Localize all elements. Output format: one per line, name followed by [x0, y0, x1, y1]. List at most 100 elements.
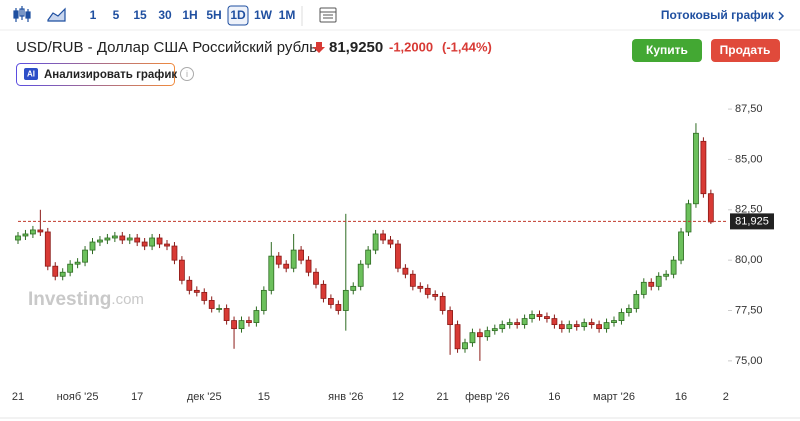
candle-body — [707, 193, 714, 223]
interval[interactable]: 1W — [254, 8, 273, 22]
y-tick-label: 75,00 — [735, 355, 763, 367]
candle-body — [402, 267, 409, 275]
candle-body — [178, 259, 185, 281]
interval[interactable]: 1H — [182, 8, 197, 22]
candle-body — [89, 241, 96, 251]
candle-body — [201, 291, 208, 301]
candle-body — [439, 296, 446, 311]
x-tick-label: нояб '25 — [57, 391, 99, 403]
candle-body — [216, 308, 223, 310]
last-price-box — [730, 213, 774, 230]
ai-badge — [24, 68, 38, 80]
y-tick-label: 77,50 — [735, 304, 763, 316]
candle-icon[interactable] — [13, 6, 31, 22]
candle-body — [640, 281, 647, 295]
down-arrow — [313, 42, 325, 53]
candle-body — [59, 271, 66, 277]
candle-body — [417, 285, 424, 289]
candle-body — [283, 263, 290, 269]
x-tick-label: 17 — [131, 391, 143, 403]
candle-body — [141, 241, 148, 247]
x-tick-label: 12 — [392, 391, 404, 403]
candle-body — [320, 283, 327, 299]
candle-body — [238, 320, 245, 330]
price: 81,9250 — [329, 39, 383, 56]
candle-body — [119, 235, 126, 241]
candle-body — [305, 259, 312, 273]
x-tick-label: 21 — [12, 391, 24, 403]
buy-button[interactable] — [632, 39, 702, 62]
info-icon[interactable] — [180, 67, 194, 81]
sell-button[interactable] — [711, 39, 780, 62]
change: -1,2000 — [389, 39, 433, 54]
candle-body — [693, 132, 699, 205]
candle-body — [424, 287, 431, 295]
area-icon[interactable] — [47, 7, 66, 22]
buy-label: Купить — [646, 43, 688, 57]
candle-body — [313, 271, 319, 285]
candle-body — [82, 249, 88, 263]
candle-body — [342, 289, 349, 311]
candle-body — [521, 318, 528, 326]
candle-body — [44, 231, 51, 267]
info-i: i — [186, 69, 188, 79]
candle-body — [223, 308, 230, 321]
candle-body — [655, 275, 662, 287]
interval[interactable]: 15 — [133, 8, 147, 22]
y-tick-label: 80,00 — [735, 254, 763, 266]
candle-body — [134, 237, 141, 243]
candle-body — [514, 322, 521, 326]
interval[interactable]: 5 — [113, 8, 120, 22]
candle-body — [462, 342, 468, 350]
candle-body — [395, 243, 401, 269]
candle-body — [111, 235, 118, 239]
interval[interactable]: 30 — [158, 8, 172, 22]
chevron — [778, 11, 785, 21]
candle-body — [156, 237, 163, 245]
interval[interactable]: 1 — [90, 8, 97, 22]
candle-body — [29, 229, 36, 235]
candle-body — [618, 312, 625, 321]
analyze-label: Анализировать график — [44, 69, 177, 81]
candle-body — [231, 320, 237, 330]
x-tick-label: март '26 — [593, 391, 635, 403]
x-tick-label: 2 — [723, 391, 729, 403]
candle-body — [700, 140, 707, 195]
x-tick-label: янв '26 — [328, 391, 363, 403]
interval[interactable]: 1M — [279, 8, 296, 22]
candle-body — [387, 239, 394, 245]
stream-link[interactable]: Потоковый график — [661, 8, 775, 22]
candle-body — [558, 324, 565, 330]
candle-body — [685, 203, 692, 233]
watermark-main: Investing — [28, 289, 111, 310]
candle-body — [432, 293, 439, 297]
candle-body — [52, 265, 59, 277]
x-tick-label: 16 — [548, 391, 560, 403]
candle-body — [15, 235, 21, 241]
candle-body — [164, 243, 170, 247]
candle-body — [544, 316, 550, 319]
x-tick-label: 21 — [437, 391, 449, 403]
candle-body — [290, 249, 297, 269]
candle-body — [566, 324, 573, 330]
candle-body — [149, 237, 156, 247]
candle-body — [648, 281, 655, 287]
candle-body — [603, 322, 610, 330]
candle-body — [469, 332, 476, 344]
table-icon[interactable] — [319, 7, 337, 23]
watermark-suffix: .com — [111, 291, 144, 308]
candle-body — [260, 289, 267, 311]
candle-body — [37, 229, 44, 233]
instrument-title: USD/RUB - Доллар США Российский рубль — [16, 39, 317, 56]
interval[interactable]: 5H — [206, 8, 221, 22]
interval[interactable]: 1D — [230, 8, 246, 22]
candle-body — [126, 237, 133, 241]
x-tick-label: 15 — [258, 391, 270, 403]
candle-body — [499, 324, 506, 330]
candle-body — [596, 324, 602, 330]
candle-body — [22, 233, 29, 237]
candle-body — [104, 237, 111, 241]
candle-body — [447, 310, 454, 326]
analyze-button[interactable] — [16, 63, 175, 86]
